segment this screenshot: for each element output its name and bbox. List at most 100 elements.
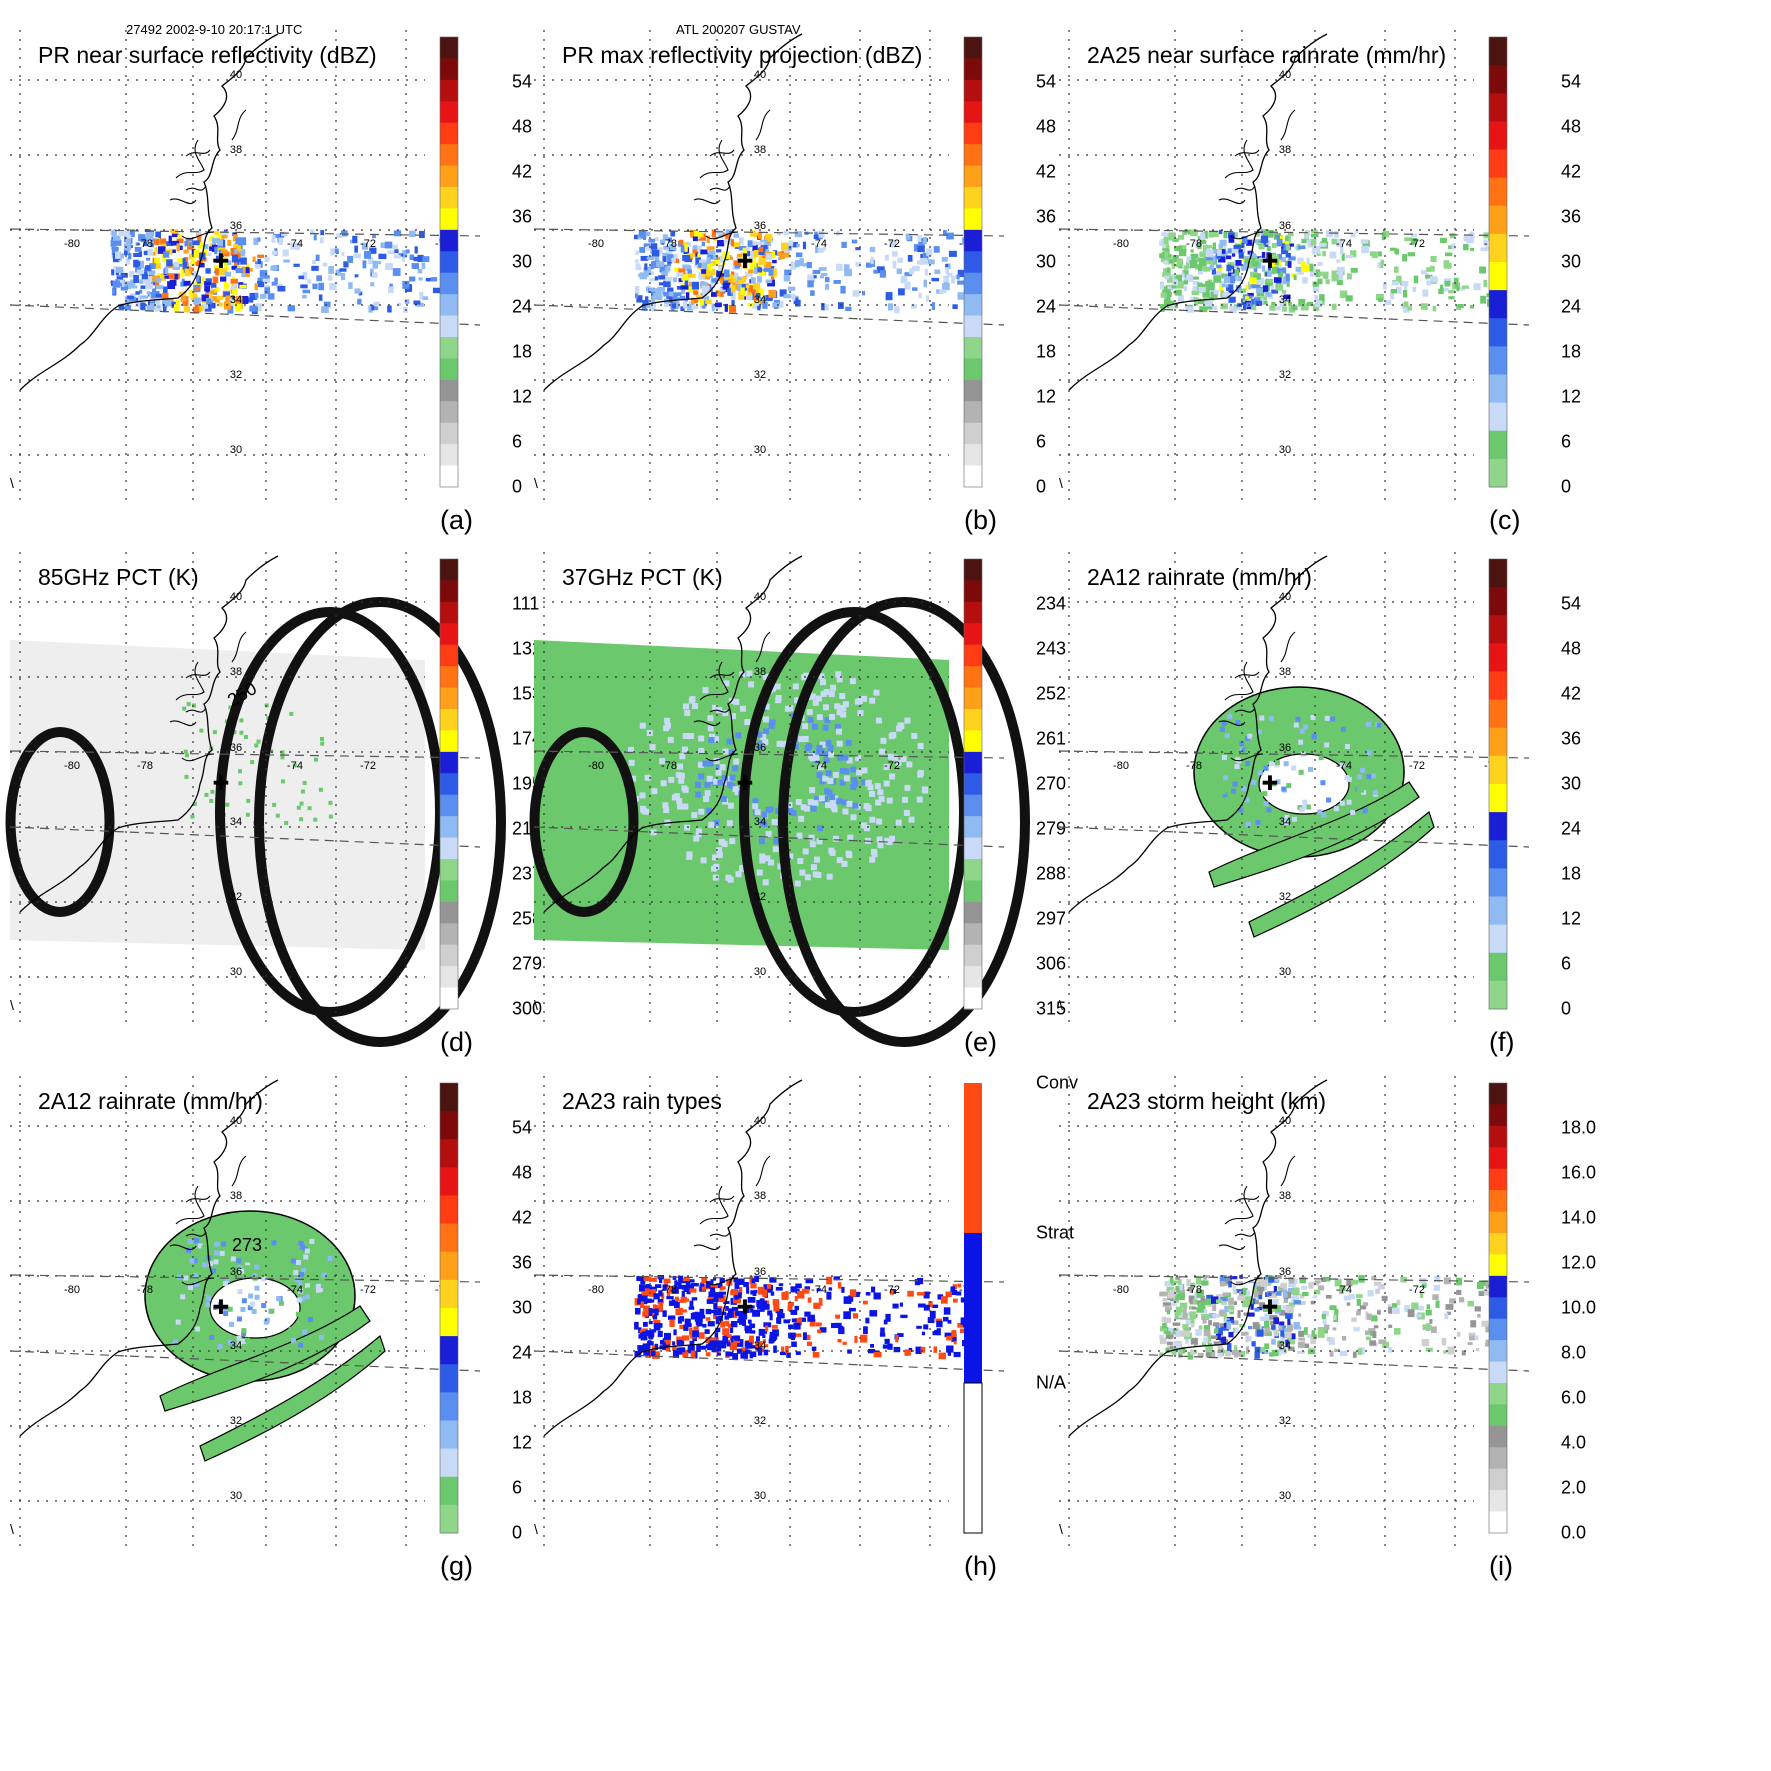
lat-label: 34 bbox=[754, 294, 766, 306]
lat-label: 36 bbox=[230, 742, 242, 754]
contour-label: 273 bbox=[232, 1235, 262, 1255]
colorbar-tick-label: 24 bbox=[1036, 296, 1057, 317]
panel-title: 85GHz PCT (K) bbox=[38, 564, 199, 590]
colorbar-tick-label: 6 bbox=[1561, 953, 1572, 974]
lon-label: -80 bbox=[64, 760, 80, 772]
colorbar bbox=[1488, 1082, 1508, 1534]
data-layer bbox=[634, 229, 966, 314]
lat-label: 36 bbox=[230, 220, 242, 232]
swath-edge bbox=[1058, 750, 1530, 759]
lon-label: -78 bbox=[1186, 760, 1202, 772]
lon-label: -72 bbox=[360, 238, 376, 250]
colorbar-tick-label: N/A bbox=[1036, 1372, 1067, 1393]
storm-center-marker: ✚ bbox=[737, 1295, 754, 1319]
lat-label: 32 bbox=[1279, 369, 1291, 381]
lon-label: -80 bbox=[1113, 1284, 1129, 1296]
lat-label: 30 bbox=[754, 1490, 766, 1502]
colorbar-tick-label: 0 bbox=[512, 476, 523, 497]
swath-edge bbox=[1058, 1350, 1530, 1372]
coastline bbox=[19, 33, 279, 391]
graticule bbox=[534, 30, 949, 500]
lon-label: -72 bbox=[884, 238, 900, 250]
colorbar-tick-label: 16.0 bbox=[1561, 1162, 1597, 1183]
lon-label: -78 bbox=[1186, 1284, 1202, 1296]
swath-edge bbox=[533, 1350, 1005, 1372]
colorbar-tick-label: 297 bbox=[1036, 908, 1067, 929]
corner-mark: \ bbox=[1059, 997, 1063, 1013]
coastline bbox=[19, 555, 279, 913]
colorbar-tick-label: 279 bbox=[512, 953, 543, 974]
colorbar-tick-label: 18 bbox=[1561, 863, 1582, 884]
lat-label: 34 bbox=[230, 294, 242, 306]
lat-label: 34 bbox=[754, 816, 766, 828]
colorbar-tick-label: 12.0 bbox=[1561, 1252, 1597, 1273]
colorbar-tick-label: 42 bbox=[512, 1207, 533, 1228]
colorbar-tick-label: 288 bbox=[1036, 863, 1067, 884]
panel-title: 2A25 near surface rainrate (mm/hr) bbox=[1087, 42, 1447, 68]
lon-label: -78 bbox=[661, 238, 677, 250]
lon-label: -78 bbox=[661, 1284, 677, 1296]
colorbar-tick-label: 2.0 bbox=[1561, 1477, 1587, 1498]
colorbar-tick-label: 6 bbox=[1036, 431, 1047, 452]
panel-letter: (e) bbox=[964, 1027, 997, 1057]
coastline bbox=[543, 555, 803, 913]
swath-edge bbox=[1058, 826, 1530, 848]
lat-label: 32 bbox=[754, 1415, 766, 1427]
colorbar bbox=[1488, 558, 1508, 1010]
colorbar-tick-label: 30 bbox=[1561, 251, 1582, 272]
lat-label: 38 bbox=[754, 666, 766, 678]
swath-edge bbox=[9, 228, 481, 237]
lon-label: -78 bbox=[1186, 238, 1202, 250]
colorbar-tick-label: Conv bbox=[1036, 1072, 1079, 1093]
storm-name-header: ATL 200207 GUSTAV bbox=[676, 22, 801, 37]
lon-label: -74 bbox=[811, 1284, 827, 1296]
colorbar-tick-label: 6 bbox=[1561, 431, 1572, 452]
lon-label: -72 bbox=[1409, 238, 1425, 250]
panel-letter: (f) bbox=[1489, 1027, 1515, 1057]
lon-label: -80 bbox=[64, 1284, 80, 1296]
panel-letter: (h) bbox=[964, 1551, 997, 1581]
swath-edge bbox=[9, 826, 481, 848]
colorbar bbox=[1488, 36, 1508, 488]
coastline bbox=[1068, 555, 1328, 913]
corner-mark: \ bbox=[534, 997, 538, 1013]
colorbar-tick-label: 4.0 bbox=[1561, 1432, 1587, 1453]
lat-label: 34 bbox=[754, 1340, 766, 1352]
lat-label: 34 bbox=[230, 1340, 242, 1352]
panel-title: PR max reflectivity projection (dBZ) bbox=[562, 42, 923, 68]
colorbar-tick-label: 24 bbox=[512, 1342, 533, 1363]
storm-center-marker: ✚ bbox=[1262, 1295, 1279, 1319]
lat-label: 34 bbox=[1279, 294, 1291, 306]
lon-label: -78 bbox=[137, 238, 153, 250]
coastline bbox=[19, 1079, 279, 1437]
graticule bbox=[1059, 552, 1474, 1022]
swath-edge bbox=[533, 826, 1005, 848]
lat-label: 40 bbox=[230, 69, 242, 81]
colorbar-tick-label: 261 bbox=[1036, 728, 1067, 749]
swath-edge bbox=[533, 228, 1005, 237]
colorbar-tick-label: 0.0 bbox=[1561, 1522, 1587, 1543]
lon-label: -72 bbox=[360, 760, 376, 772]
panel-title: 2A23 rain types bbox=[562, 1088, 722, 1114]
graticule bbox=[534, 552, 949, 1022]
lat-label: 36 bbox=[1279, 220, 1291, 232]
colorbar-tick-label: 54 bbox=[1036, 71, 1057, 92]
colorbar-tick-label: 10.0 bbox=[1561, 1297, 1597, 1318]
corner-mark: \ bbox=[534, 1521, 538, 1537]
lon-label: -78 bbox=[661, 760, 677, 772]
colorbar-tick-label: 48 bbox=[512, 1162, 533, 1183]
lat-label: 40 bbox=[754, 69, 766, 81]
colorbar-tick-label: 24 bbox=[1561, 296, 1582, 317]
data-layer bbox=[144, 1210, 386, 1462]
swath-edge bbox=[1058, 1274, 1530, 1283]
lat-label: 38 bbox=[230, 666, 242, 678]
colorbar-tick-label: 18.0 bbox=[1561, 1117, 1597, 1138]
colorbar-tick-label: 18 bbox=[512, 341, 533, 362]
lon-label: -72 bbox=[1409, 1284, 1425, 1296]
lat-label: 32 bbox=[230, 369, 242, 381]
colorbar-tick-label: 12 bbox=[1561, 386, 1582, 407]
colorbar-tick-label: 36 bbox=[512, 206, 533, 227]
storm-center-marker: ✚ bbox=[213, 771, 230, 795]
